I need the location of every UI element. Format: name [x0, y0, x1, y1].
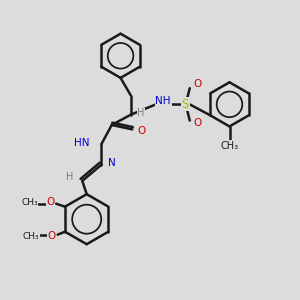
Text: O: O [48, 231, 56, 241]
Text: NH: NH [155, 96, 171, 106]
Text: H: H [66, 172, 74, 182]
Text: O: O [193, 79, 201, 89]
Text: O: O [193, 118, 201, 128]
Text: S: S [182, 98, 189, 111]
Text: CH₃: CH₃ [220, 141, 238, 151]
Text: H: H [137, 108, 145, 118]
Text: N: N [108, 158, 116, 168]
Text: CH₃: CH₃ [21, 198, 38, 207]
Text: CH₃: CH₃ [23, 232, 40, 241]
Text: HN: HN [74, 138, 90, 148]
Text: O: O [137, 126, 145, 136]
Text: O: O [46, 197, 54, 207]
